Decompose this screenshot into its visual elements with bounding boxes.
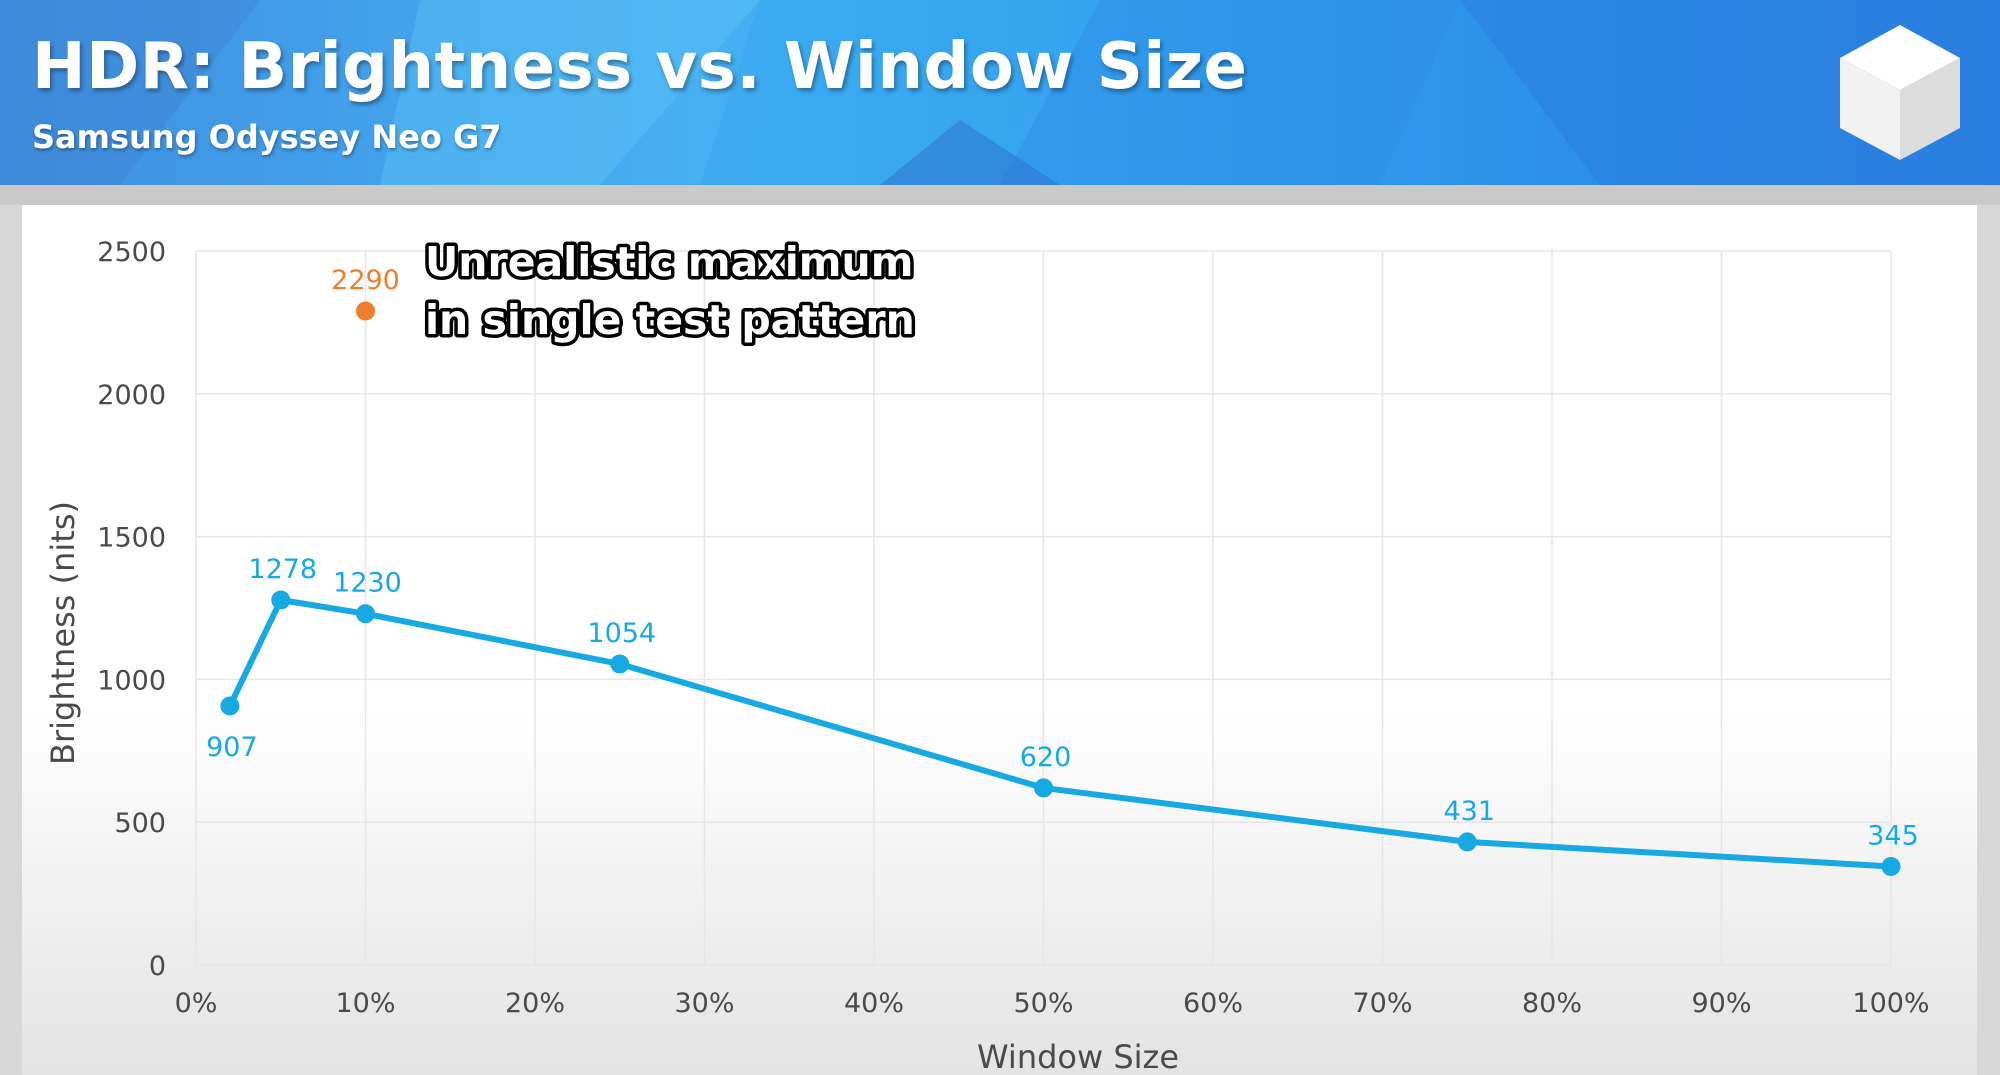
annotation-line-2: in single test pattern — [425, 296, 915, 344]
x-tick-label: 100% — [1852, 988, 1929, 1019]
y-tick-label: 1000 — [97, 665, 166, 696]
x-tick-label: 0% — [175, 988, 218, 1019]
data-label: 345 — [1867, 820, 1919, 851]
outlier-group: 2290 — [331, 265, 400, 321]
chart-panel: 0 500 1000 1500 2000 2500 0% 10% 20% 30% 40% 50% 60… — [22, 205, 1977, 1075]
annotation-line-1: Unrealistic maximum — [425, 238, 913, 286]
y-tick-label: 500 — [114, 808, 166, 839]
data-label: 1278 — [248, 554, 317, 585]
data-point — [610, 654, 630, 674]
data-point — [271, 590, 291, 610]
page-title: HDR: Brightness vs. Window Size — [32, 30, 1248, 104]
data-point — [1457, 832, 1477, 852]
x-tick-label: 30% — [674, 988, 734, 1019]
x-tick-label: 80% — [1522, 988, 1582, 1019]
data-point — [356, 604, 375, 624]
x-tick-label: 40% — [844, 988, 904, 1019]
y-tick-label: 2000 — [97, 380, 166, 411]
page-subtitle: Samsung Odyssey Neo G7 — [32, 118, 502, 156]
data-point — [220, 696, 240, 716]
series-line — [226, 597, 1894, 870]
y-tick-label: 2500 — [97, 237, 166, 268]
x-tick-label: 20% — [505, 988, 565, 1019]
data-point — [1034, 778, 1053, 798]
data-points: 907 1278 1230 1054 620 431 345 — [206, 554, 1919, 876]
x-tick-label: 90% — [1691, 988, 1751, 1019]
chart-canvas: 0 500 1000 1500 2000 2500 0% 10% 20% 30% 40% 50% 60… — [44, 235, 1930, 1075]
data-point — [1881, 856, 1901, 876]
x-tick-label: 50% — [1013, 988, 1073, 1019]
outlier-label: 2290 — [331, 265, 400, 296]
y-tick-label: 0 — [149, 951, 166, 982]
data-label: 907 — [206, 732, 258, 763]
annotation: Unrealistic maximum in single test patte… — [422, 235, 919, 348]
x-tick-label: 60% — [1183, 988, 1243, 1019]
y-tick-label: 1500 — [97, 523, 166, 554]
data-label: 1230 — [333, 568, 402, 599]
data-label: 1054 — [587, 618, 656, 649]
outlier-point — [356, 301, 375, 321]
y-axis-ticks: 0 500 1000 1500 2000 2500 — [97, 237, 166, 982]
white-cube-icon — [1840, 25, 1960, 160]
title-banner: HDR: Brightness vs. Window Size Samsung … — [0, 0, 2000, 185]
banner-divider — [0, 185, 2000, 205]
x-tick-label: 10% — [335, 988, 395, 1019]
data-label: 431 — [1443, 796, 1495, 827]
series-line-group — [226, 597, 1894, 870]
y-axis-label: Brightness (nits) — [44, 501, 82, 765]
x-axis-ticks: 0% 10% 20% 30% 40% 50% 60% 70% 80% 90% 100% — [175, 988, 1930, 1019]
x-axis-label: Window Size — [977, 1038, 1179, 1075]
grid-lines — [195, 250, 1892, 966]
data-label: 620 — [1020, 742, 1072, 773]
x-tick-label: 70% — [1352, 988, 1412, 1019]
banner-facets — [0, 0, 2000, 185]
